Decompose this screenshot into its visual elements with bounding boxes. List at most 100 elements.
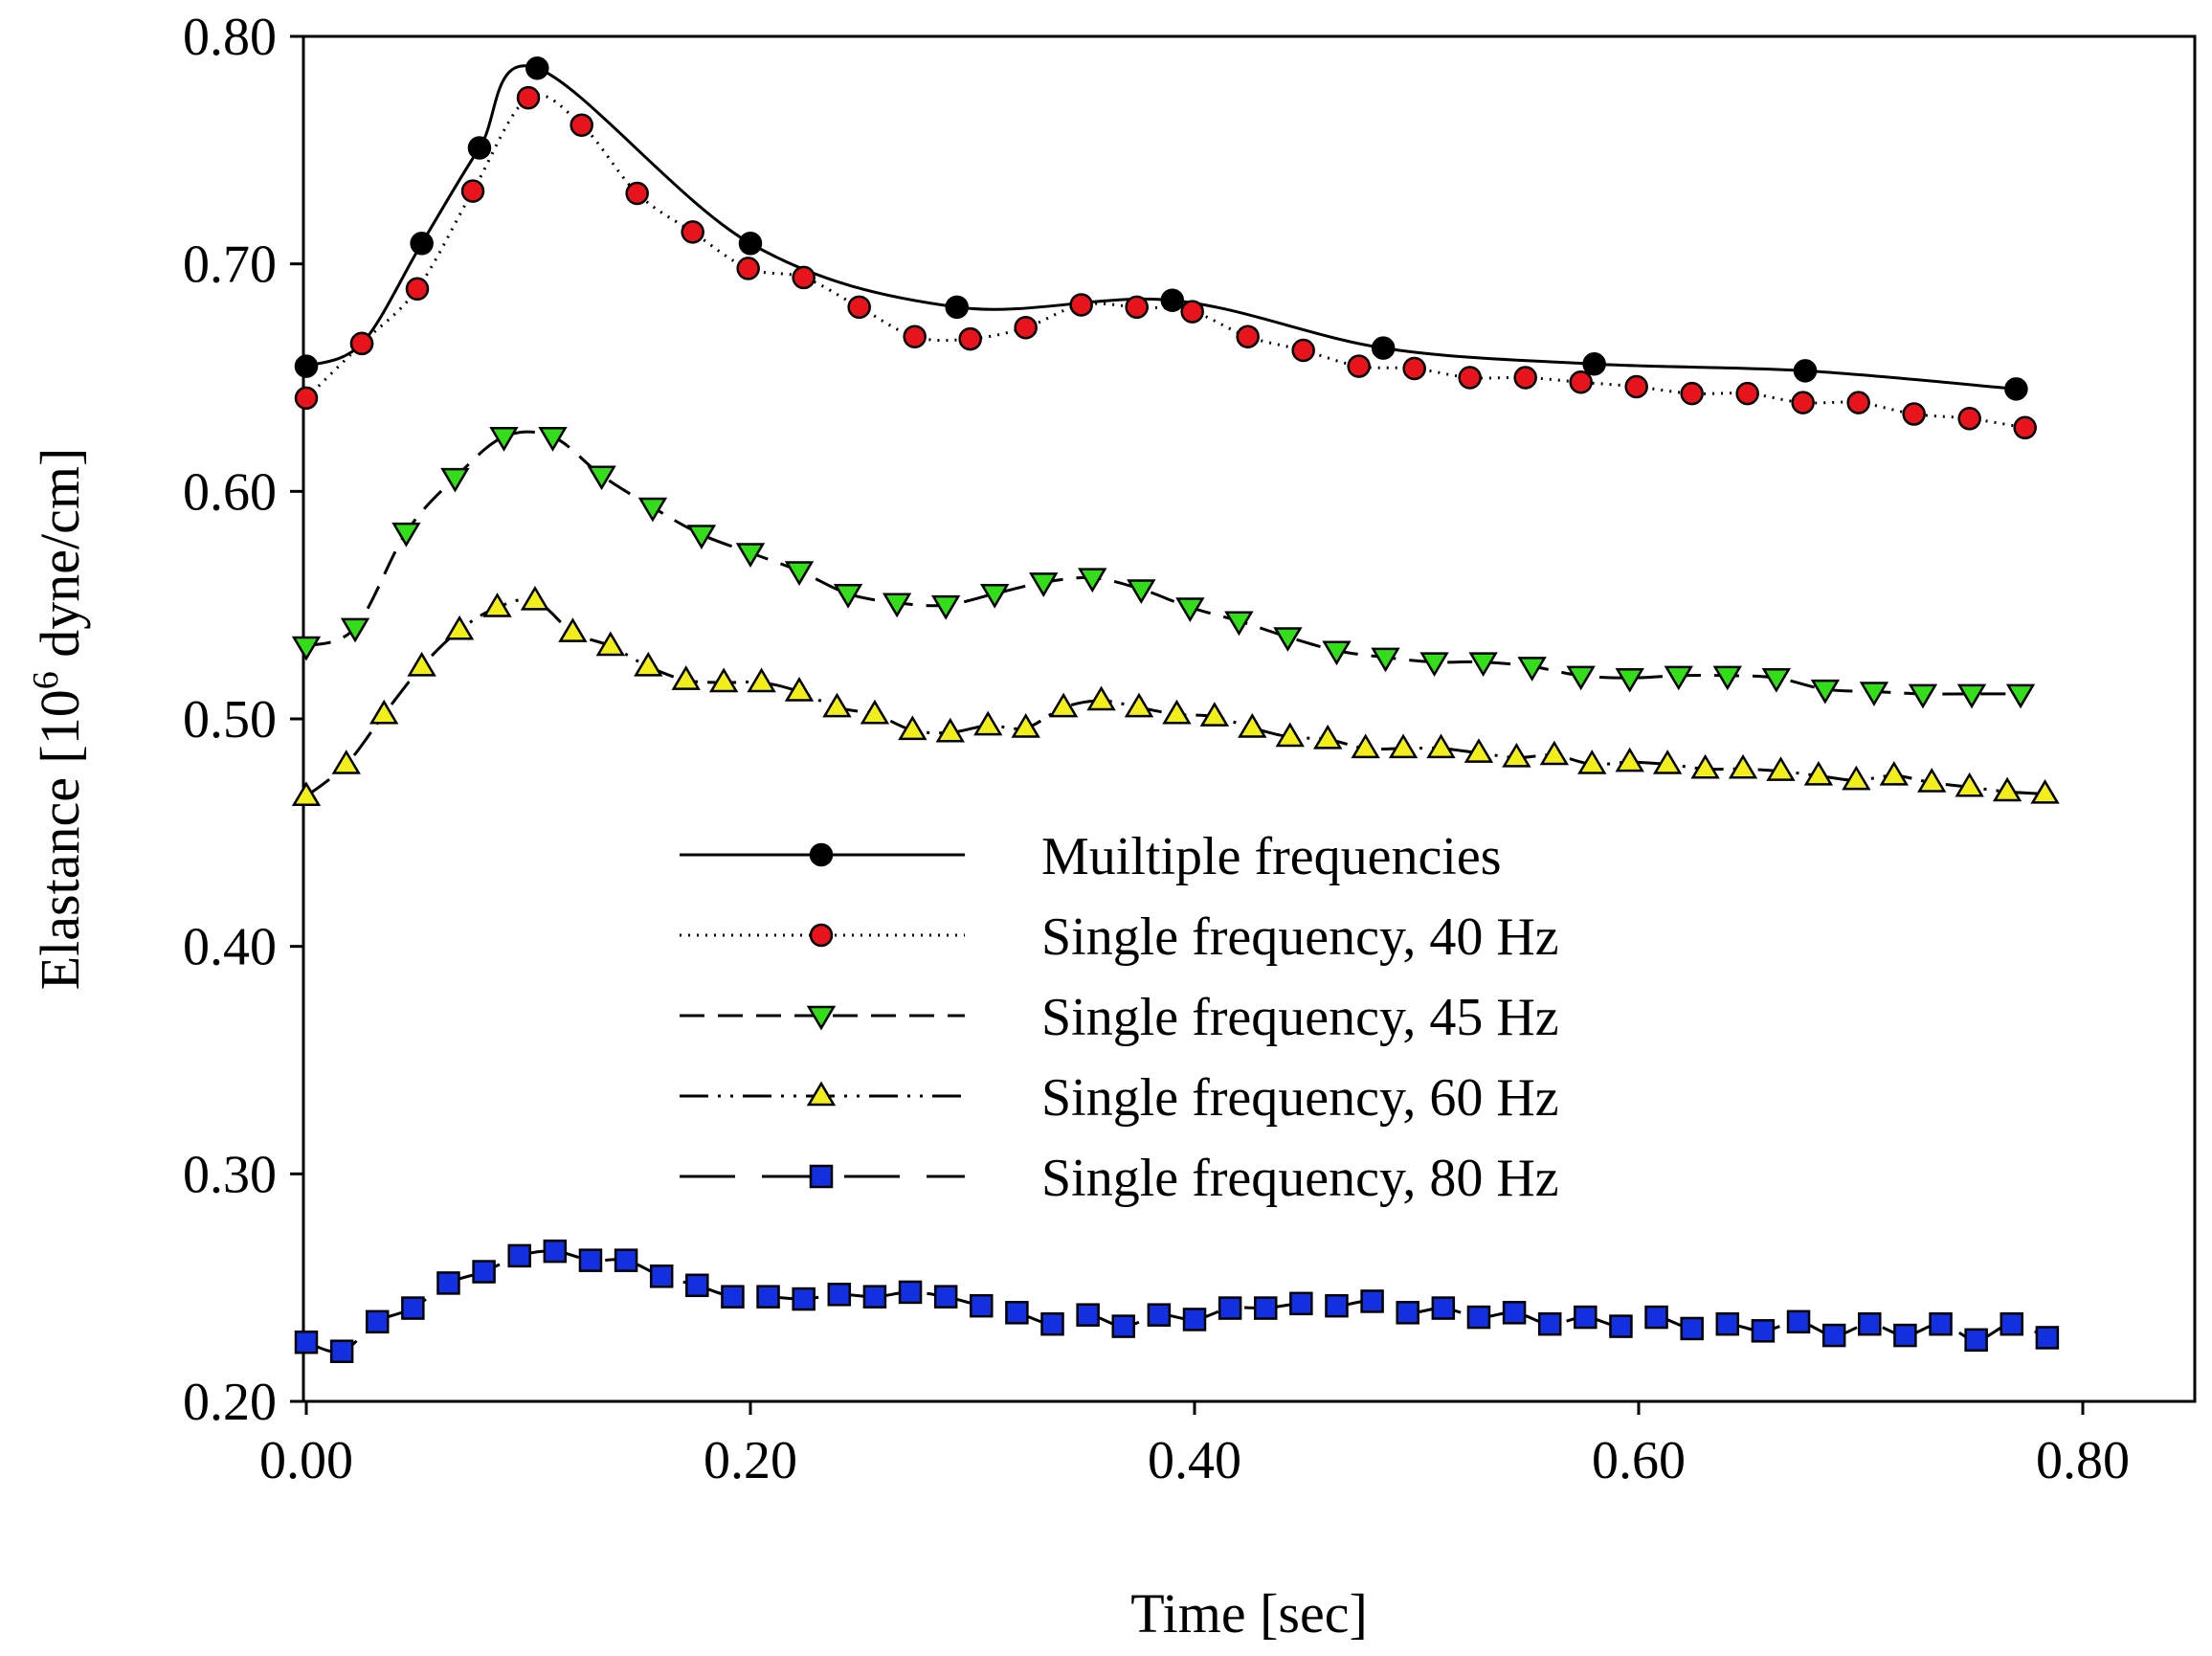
data-point bbox=[570, 113, 593, 137]
data-point bbox=[1014, 315, 1038, 340]
data-point bbox=[833, 584, 863, 609]
data-point bbox=[1388, 733, 1419, 759]
data-point bbox=[970, 1293, 994, 1318]
data-point bbox=[595, 631, 626, 657]
data-point bbox=[784, 677, 815, 702]
data-point bbox=[1371, 336, 1396, 360]
legend-label: Single frequency, 80 Hz bbox=[1041, 1149, 1559, 1208]
data-point bbox=[472, 1260, 496, 1284]
data-point bbox=[538, 427, 568, 452]
data-point bbox=[1160, 288, 1185, 312]
data-point bbox=[634, 651, 663, 677]
data-point bbox=[444, 615, 475, 640]
data-point bbox=[973, 710, 1003, 736]
data-point bbox=[1236, 324, 1260, 348]
data-point bbox=[1426, 733, 1456, 759]
x-tick-label: 0.00 bbox=[259, 1431, 353, 1490]
x-tick-label: 0.20 bbox=[704, 1431, 797, 1490]
series-line bbox=[305, 430, 2021, 696]
data-point bbox=[1582, 351, 1606, 376]
data-point bbox=[1917, 768, 1947, 793]
data-point bbox=[1566, 665, 1596, 691]
data-point bbox=[1351, 733, 1380, 759]
y-tick-label: 0.70 bbox=[183, 235, 277, 295]
data-point bbox=[291, 636, 322, 661]
data-point bbox=[405, 277, 430, 302]
data-point bbox=[1761, 667, 1792, 693]
data-point bbox=[1238, 713, 1267, 738]
data-point bbox=[1147, 1303, 1172, 1327]
data-point bbox=[467, 136, 492, 160]
data-point bbox=[349, 331, 374, 356]
data-point bbox=[1908, 683, 1938, 709]
data-point bbox=[747, 667, 776, 693]
data-point bbox=[1957, 407, 1981, 431]
data-point bbox=[1111, 1314, 1136, 1338]
data-point bbox=[1086, 685, 1116, 711]
data-point bbox=[1955, 772, 1984, 797]
legend-label: Single frequency, 60 Hz bbox=[1041, 1068, 1559, 1128]
data-point bbox=[792, 1287, 816, 1311]
data-point bbox=[2035, 1326, 2060, 1350]
data-point bbox=[1466, 1305, 1491, 1330]
data-point bbox=[708, 667, 739, 693]
data-point bbox=[1275, 722, 1305, 748]
data-point bbox=[1468, 652, 1498, 678]
legend-entry-5: Single frequency, 80 Hz bbox=[680, 1149, 1559, 1208]
data-point bbox=[1048, 692, 1079, 718]
data-point bbox=[1644, 1305, 1668, 1330]
data-point bbox=[2030, 778, 2060, 804]
data-point bbox=[1253, 1296, 1278, 1320]
data-point bbox=[671, 665, 701, 690]
data-point bbox=[1858, 1311, 1882, 1336]
data-point bbox=[933, 1285, 958, 1309]
data-point bbox=[930, 594, 961, 620]
data-point bbox=[1347, 354, 1371, 378]
data-point bbox=[1180, 300, 1204, 324]
legend: Muiltiple frequencies Single frequency, 4… bbox=[680, 827, 1559, 1208]
x-tick-label: 0.60 bbox=[1592, 1431, 1686, 1490]
data-point bbox=[2004, 377, 2028, 401]
legend-label: Single frequency, 45 Hz bbox=[1041, 988, 1559, 1047]
data-point bbox=[1664, 665, 1693, 691]
series-4 bbox=[291, 585, 2060, 807]
legend-label: Muiltiple frequencies bbox=[1041, 827, 1502, 886]
data-point bbox=[1712, 665, 1742, 691]
data-point bbox=[898, 715, 927, 741]
data-point bbox=[1902, 402, 1926, 426]
data-point bbox=[1652, 750, 1683, 774]
data-point bbox=[401, 1296, 425, 1320]
data-point bbox=[1846, 391, 1870, 414]
data-point bbox=[1766, 756, 1796, 781]
data-point bbox=[614, 1248, 638, 1272]
data-point bbox=[1577, 750, 1607, 774]
y-tick-label: 0.60 bbox=[183, 462, 277, 522]
data-point bbox=[1078, 568, 1107, 593]
legend-entry-3: Single frequency, 45 Hz bbox=[680, 988, 1559, 1047]
data-point bbox=[1992, 776, 2022, 802]
series-line bbox=[304, 93, 2025, 430]
data-point bbox=[681, 220, 704, 244]
data-point bbox=[1615, 747, 1644, 772]
data-point bbox=[736, 257, 760, 280]
data-point bbox=[1810, 679, 1841, 705]
data-point bbox=[1624, 374, 1648, 399]
data-point bbox=[1517, 657, 1547, 682]
data-point bbox=[1313, 724, 1343, 750]
data-point bbox=[738, 232, 763, 256]
data-point bbox=[1218, 1296, 1242, 1320]
data-point bbox=[958, 326, 982, 351]
data-point bbox=[1956, 683, 1987, 709]
y-tick-label: 0.40 bbox=[183, 918, 277, 977]
data-point bbox=[440, 467, 470, 493]
data-point bbox=[784, 561, 815, 586]
data-point bbox=[587, 465, 616, 491]
data-point bbox=[862, 1285, 887, 1309]
y-axis-title-main: Elastance [10 bbox=[29, 689, 91, 990]
data-point bbox=[1124, 692, 1154, 718]
series-3 bbox=[291, 427, 2036, 709]
y-tick-label: 0.50 bbox=[183, 690, 277, 750]
series-line bbox=[305, 1249, 2048, 1354]
data-point bbox=[1513, 366, 1537, 390]
